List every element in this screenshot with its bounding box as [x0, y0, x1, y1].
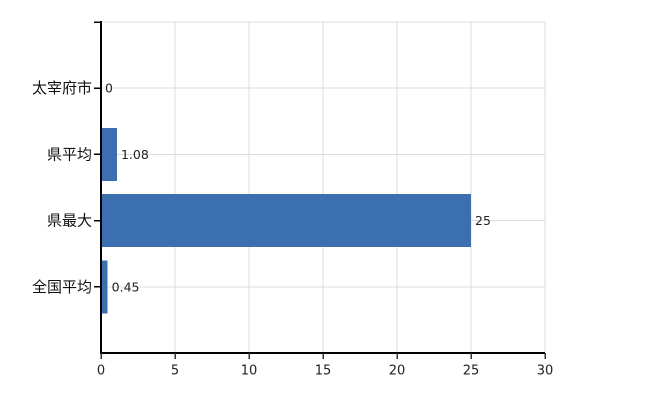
x-tick-label: 25	[463, 364, 480, 379]
bar	[101, 260, 108, 314]
category-label: 県最大	[47, 212, 92, 230]
category-label: 県平均	[47, 145, 92, 163]
x-tick-label: 0	[97, 364, 105, 379]
value-label: 25	[475, 213, 491, 228]
x-tick-label: 20	[389, 364, 406, 379]
category-label: 全国平均	[32, 278, 92, 296]
bar	[101, 127, 117, 181]
value-label: 0.45	[112, 279, 140, 294]
x-tick-label: 10	[241, 364, 258, 379]
x-tick-label: 5	[171, 364, 179, 379]
x-tick-label: 30	[537, 364, 554, 379]
value-label: 1.08	[121, 147, 149, 162]
category-label: 太宰府市	[32, 79, 92, 97]
x-tick-label: 15	[315, 364, 332, 379]
bar	[101, 194, 471, 248]
value-label: 0	[105, 81, 113, 96]
